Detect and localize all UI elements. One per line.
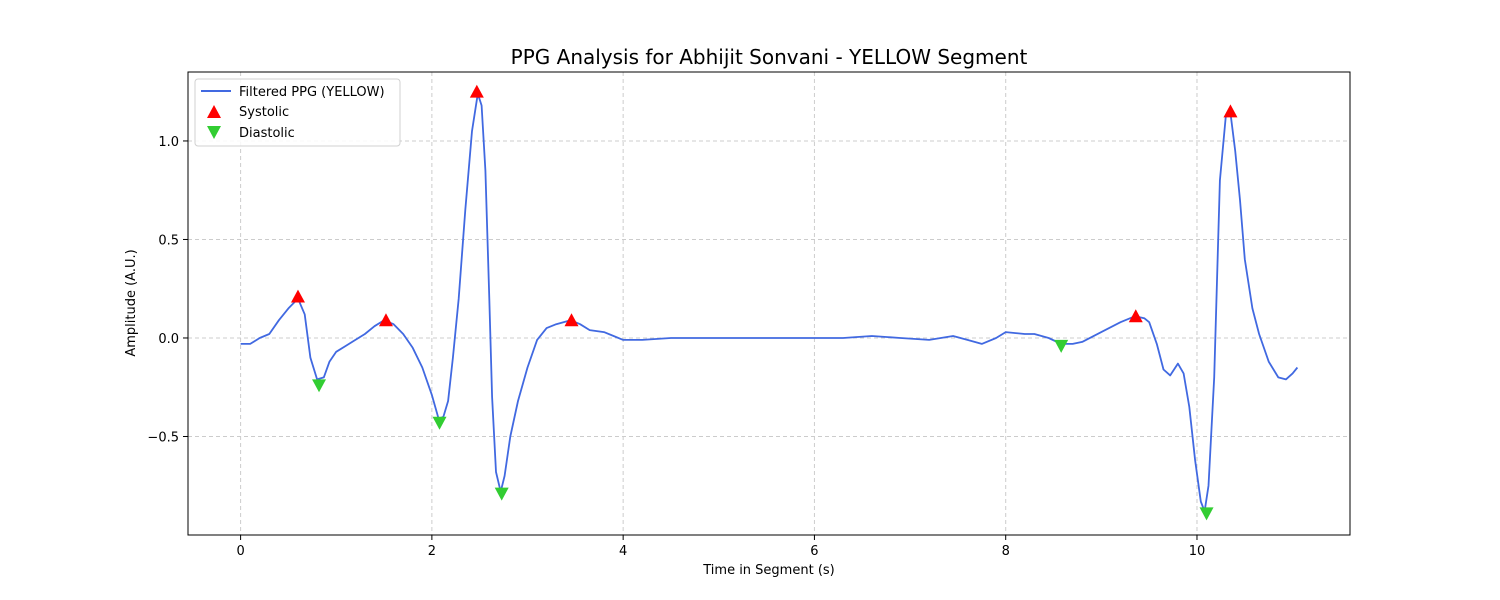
y-axis-ticks: −0.5 0.0 0.5 1.0 <box>147 135 188 445</box>
systolic-marker <box>469 84 484 98</box>
diastolic-marker <box>494 487 509 501</box>
x-tick-label: 2 <box>428 544 436 559</box>
systolic-marker <box>378 313 393 327</box>
x-axis-ticks: 0 2 4 6 8 10 <box>236 535 1205 559</box>
chart-title: PPG Analysis for Abhijit Sonvani - YELLO… <box>511 45 1028 69</box>
legend: Filtered PPG (YELLOW) Systolic Diastolic <box>194 78 401 147</box>
diastolic-marker <box>1199 507 1214 521</box>
systolic-marker <box>290 289 305 303</box>
systolic-marker <box>1223 104 1238 118</box>
y-tick-label: −0.5 <box>147 430 179 445</box>
y-tick-label: 0.0 <box>158 332 179 347</box>
legend-box <box>194 78 401 147</box>
x-tick-label: 4 <box>619 544 627 559</box>
grid-lines <box>188 72 1350 535</box>
legend-entry-filtered-ppg: Filtered PPG (YELLOW) <box>239 85 385 100</box>
legend-systolic-marker <box>207 105 221 118</box>
y-axis-label: Amplitude (A.U.) <box>124 249 139 356</box>
y-tick-label: 0.5 <box>158 233 179 248</box>
ppg-signal-line <box>240 92 1299 513</box>
y-tick-label: 1.0 <box>158 135 179 150</box>
x-tick-label: 8 <box>1002 544 1010 559</box>
legend-diastolic-marker <box>207 126 221 139</box>
diastolic-marker <box>312 379 327 393</box>
series-layer <box>240 84 1299 521</box>
plot-area-frame <box>187 71 1351 536</box>
x-tick-label: 10 <box>1189 544 1206 559</box>
diastolic-marker <box>432 416 447 430</box>
x-tick-label: 6 <box>810 544 818 559</box>
legend-entry-diastolic: Diastolic <box>239 126 295 141</box>
x-axis-label: Time in Segment (s) <box>702 563 834 578</box>
systolic-marker <box>1128 309 1143 323</box>
diastolic-marker <box>1054 339 1069 353</box>
x-tick-label: 0 <box>236 544 244 559</box>
systolic-marker <box>564 313 579 327</box>
legend-entry-systolic: Systolic <box>239 105 289 120</box>
